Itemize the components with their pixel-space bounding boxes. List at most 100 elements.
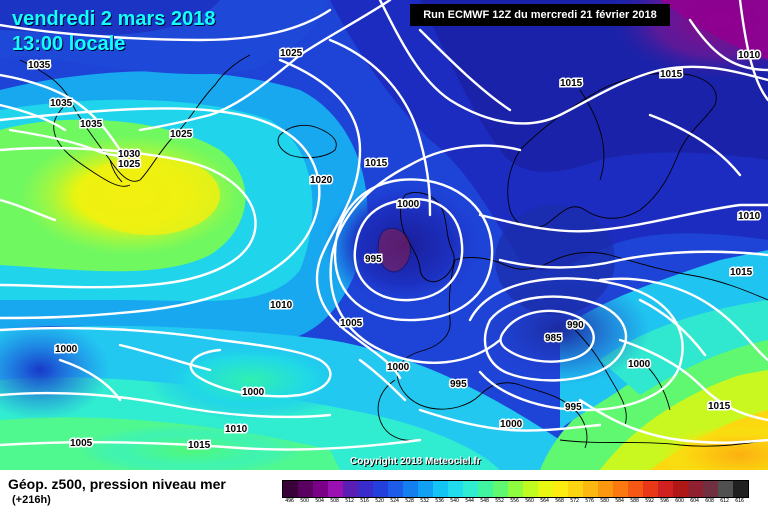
scale-swatch [448,481,463,497]
scale-swatch [538,481,553,497]
weather-map: 1035 1025 1035 1035 1025 1030 1025 1015 … [0,0,768,470]
scale-swatch [508,481,523,497]
pressure-label: 1000 [55,344,78,355]
scale-swatch [298,481,313,497]
scale-swatch [628,481,643,497]
pressure-label: 1025 [170,129,193,140]
scale-value-label: 504 [315,498,324,504]
coastline-europe [377,251,768,449]
forecast-date-title: vendredi 2 mars 2018 [12,8,216,30]
copyright-text: Copyright 2018 Meteociel.fr [350,456,481,467]
pressure-label: 995 [365,254,382,265]
scale-swatch [688,481,703,497]
color-scale-legend [282,480,749,498]
scale-swatch [388,481,403,497]
map-variable-title: Géop. z500, pression niveau mer [8,476,226,492]
scale-swatch [478,481,493,497]
forecast-time-title: 13:00 locale [12,33,126,55]
scale-value-label: 496 [285,498,294,504]
weather-map-graphic: 1035 1025 1035 1035 1025 1030 1025 1015 … [0,0,768,470]
scale-swatch [643,481,658,497]
coastline-iceland [277,124,337,159]
pressure-labels: 1035 1025 1035 1035 1025 1030 1025 1015 … [27,47,763,453]
scale-swatch [403,481,418,497]
scale-value-label: 548 [480,498,489,504]
scale-swatch [358,481,373,497]
scale-swatch [733,481,748,497]
pressure-label: 1010 [225,424,248,435]
scale-swatch [463,481,478,497]
pressure-label: 1010 [738,50,761,61]
pressure-label: 1015 [660,69,683,80]
scale-swatch [718,481,733,497]
pressure-label: 1025 [118,159,141,170]
pressure-label: 995 [565,402,582,413]
scale-value-label: 524 [390,498,399,504]
scale-swatch [328,481,343,497]
scale-value-label: 520 [375,498,384,504]
scale-value-label: 516 [360,498,369,504]
scale-value-label: 584 [615,498,624,504]
pressure-label: 1015 [708,401,731,412]
scale-value-label: 576 [585,498,594,504]
pressure-label: 1000 [242,387,265,398]
pressure-label: 1035 [50,98,73,109]
forecast-lead-time: (+216h) [12,494,51,506]
scale-value-label: 532 [420,498,429,504]
scale-swatch [553,481,568,497]
scale-value-label: 512 [345,498,354,504]
pressure-label: 1000 [387,362,410,373]
pressure-label: 1000 [397,199,420,210]
pressure-label: 1035 [28,60,51,71]
scale-value-label: 608 [705,498,714,504]
pressure-label: 1005 [70,438,93,449]
scale-value-label: 508 [330,498,339,504]
scale-value-label: 588 [630,498,639,504]
pressure-label: 995 [450,379,467,390]
pressure-label: 1010 [270,300,293,311]
scale-value-label: 580 [600,498,609,504]
pressure-label: 1015 [188,440,211,451]
scale-swatch [523,481,538,497]
scale-value-label: 568 [555,498,564,504]
scale-value-label: 600 [675,498,684,504]
pressure-label: 1020 [310,175,333,186]
scale-swatch [373,481,388,497]
scale-swatch [568,481,583,497]
scale-swatch [283,481,298,497]
pressure-label: 1000 [500,419,523,430]
scale-swatch [418,481,433,497]
scale-value-label: 616 [735,498,744,504]
pressure-label: 1035 [80,119,103,130]
pressure-label: 1010 [738,211,761,222]
pressure-label: 1000 [628,359,651,370]
scale-swatch [313,481,328,497]
pressure-label: 1015 [730,267,753,278]
scale-swatch [343,481,358,497]
scale-value-label: 564 [540,498,549,504]
pressure-label: 1025 [280,48,303,59]
scale-value-label: 604 [690,498,699,504]
scale-value-label: 572 [570,498,579,504]
scale-value-label: 540 [450,498,459,504]
scale-swatch [598,481,613,497]
scale-value-label: 612 [720,498,729,504]
scale-value-label: 536 [435,498,444,504]
scale-value-label: 552 [495,498,504,504]
pressure-label: 1015 [560,78,583,89]
scale-value-label: 544 [465,498,474,504]
pressure-label: 1005 [340,318,363,329]
scale-swatch [583,481,598,497]
scale-value-label: 560 [525,498,534,504]
scale-swatch [703,481,718,497]
pressure-label: 1015 [365,158,388,169]
scale-swatch [673,481,688,497]
pressure-label: 990 [567,320,584,331]
scale-value-label: 500 [300,498,309,504]
scale-swatch [493,481,508,497]
scale-value-label: 556 [510,498,519,504]
scale-swatch [613,481,628,497]
pressure-label: 985 [545,333,562,344]
color-scale-labels: 496 500 504 508 512 516 520 524 528 532 536 540 544 5… [282,498,747,504]
scale-value-label: 596 [660,498,669,504]
